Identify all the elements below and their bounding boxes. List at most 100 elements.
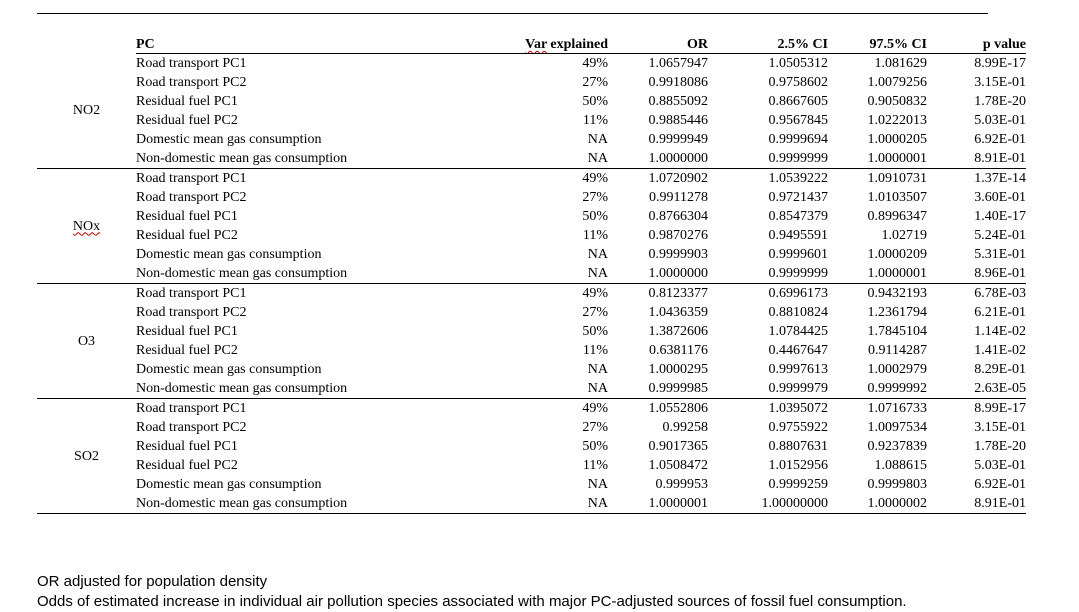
ci-low-cell: 0.8807631 [768,439,829,454]
var-explained-cell: 50% [582,94,608,109]
table-header-row: PC Var explained OR 2.5% CI 97.5% CI p v… [37,36,1026,54]
p-value-cell: 8.91E-01 [927,149,1026,169]
var-explained-cell: NA [587,132,608,147]
table-row: Residual fuel PC1 50% 0.8766304 0.8547379 0.… [37,207,1026,226]
var-explained-cell: NA [436,149,608,169]
ci-high-cell: 1.0000001 [828,264,927,284]
var-explained-cell: NA [436,264,608,284]
ci-high-cell: 1.0222013 [867,113,928,128]
p-value-cell: 1.37E-14 [974,171,1026,186]
table-row: NO2 Road transport PC1 49% 1.0657947 1.05053… [37,53,1026,169]
var-explained-cell: 11% [582,113,608,128]
p-value-cell: 6.92E-01 [974,132,1026,147]
note-adjustment: OR adjusted for population density [37,573,268,590]
or-cell: 0.9870276 [648,228,709,243]
pc-cell: Domestic mean gas consumption [136,477,322,492]
table-row: NOx Road transport PC1 49% 1.0720902 1.05392… [37,168,1026,284]
ci-low-cell: 0.8547379 [768,209,829,224]
ci-high-cell: 0.9050832 [867,94,928,109]
or-cell: 1.0552806 [648,401,709,416]
table-row: Road transport PC2 27% 1.0436359 0.8810824 1… [37,303,1026,322]
var-explained-cell: 49% [582,56,608,71]
pc-cell: Non-domestic mean gas consumption [136,494,436,514]
table-row: O3 Road transport PC1 49% 0.8123377 0.699617… [37,283,1026,399]
p-value-cell: 1.78E-20 [974,94,1026,109]
or-cell: 0.8123377 [648,286,709,301]
p-value-cell: 8.29E-01 [974,362,1026,377]
ci-high-cell: 1.0000001 [828,149,927,169]
or-cell: 1.0436359 [648,305,709,320]
ci-high-cell: 0.9999992 [828,379,927,399]
ci-low-cell: 0.9999999 [708,264,828,284]
var-explained-cell: 49% [582,401,608,416]
pc-cell: Road transport PC2 [136,75,247,90]
ci-high-cell: 1.0910731 [867,171,928,186]
pc-cell: Residual fuel PC1 [136,94,238,109]
ci-high-cell: 1.0097534 [867,420,928,435]
var-header-word: Var [525,37,547,52]
var-explained-cell: 27% [582,305,608,320]
table-row: Road transport PC2 27% 0.99258 0.9755922 1.0… [37,418,1026,437]
ci-high-cell: 0.9237839 [867,439,928,454]
species-label: O3 [37,283,136,399]
ci-low-cell: 1.0539222 [768,171,829,186]
pc-cell: Non-domestic mean gas consumption [136,379,436,399]
p-value-cell: 1.41E-02 [974,343,1026,358]
ci-low-cell: 0.9567845 [768,113,829,128]
p-value-cell: 5.24E-01 [974,228,1026,243]
var-explained-cell: 27% [582,190,608,205]
or-cell: 0.8766304 [648,209,709,224]
pc-cell: Residual fuel PC1 [136,439,238,454]
p-value-cell: 5.03E-01 [974,458,1026,473]
table-row: Non-domestic mean gas consumption NA 1.000… [37,494,1026,514]
ci-low-cell: 1.0395072 [768,401,829,416]
or-cell: 1.0000000 [608,149,708,169]
ci-low-cell: 1.0784425 [768,324,829,339]
table-row: Residual fuel PC2 11% 0.9870276 0.9495591 1.… [37,226,1026,245]
or-cell: 1.0000295 [648,362,709,377]
ci-low-cell: 0.6996173 [768,286,829,301]
pc-cell: Road transport PC1 [136,56,247,71]
table-row: Non-domestic mean gas consumption NA 0.999… [37,379,1026,399]
pc-cell: Road transport PC1 [136,401,247,416]
p-value-cell: 6.92E-01 [974,477,1026,492]
ci-high-cell: 1.0000209 [867,247,928,262]
p-value-cell: 3.15E-01 [974,420,1026,435]
or-cell: 0.6381176 [649,343,708,358]
or-cell: 0.9017365 [648,439,709,454]
var-explained-cell: 11% [582,228,608,243]
ci-high-cell: 0.9114287 [868,343,927,358]
p-value-cell: 3.15E-01 [974,75,1026,90]
ci-high-cell: 1.081629 [874,56,928,71]
table-row: Residual fuel PC1 50% 1.3872606 1.0784425 1.… [37,322,1026,341]
or-cell: 1.0720902 [648,171,709,186]
results-table: PC Var explained OR 2.5% CI 97.5% CI p v… [37,36,1026,514]
table-notes: OR adjusted for population density Odds … [37,572,907,612]
ci-low-cell: 0.9721437 [768,190,829,205]
ci-low-cell: 0.9999999 [708,149,828,169]
ci-high-cell: 1.2361794 [867,305,928,320]
or-cell: 1.0508472 [648,458,709,473]
p-value-cell: 8.99E-17 [974,401,1026,416]
var-explained-header: Var explained [436,36,608,54]
or-cell: 0.9918086 [648,75,709,90]
var-explained-cell: 27% [582,420,608,435]
ci-high-cell: 1.0079256 [867,75,928,90]
ci-low-cell: 0.4467647 [768,343,829,358]
ci-low-cell: 1.0152956 [768,458,829,473]
table-body: NO2 Road transport PC1 49% 1.0657947 1.05053… [37,53,1026,514]
ci-high-cell: 0.9432193 [867,286,928,301]
ci-high-cell: 1.0000002 [828,494,927,514]
pc-cell: Domestic mean gas consumption [136,132,322,147]
table-row: Domestic mean gas consumption NA 1.0000295… [37,360,1026,379]
ci-low-cell: 0.9495591 [768,228,829,243]
table-row: Domestic mean gas consumption NA 0.9999949… [37,130,1026,149]
ci-low-cell: 1.00000000 [708,494,828,514]
p-value-cell: 5.03E-01 [974,113,1026,128]
ci-low-header: 2.5% CI [708,36,828,54]
or-header: OR [608,36,708,54]
table-row: Residual fuel PC1 50% 0.8855092 0.8667605 0.… [37,92,1026,111]
table-row: Residual fuel PC2 11% 0.6381176 0.4467647 0.… [37,341,1026,360]
var-explained-cell: 50% [582,324,608,339]
table-row: Residual fuel PC1 50% 0.9017365 0.8807631 0.… [37,437,1026,456]
